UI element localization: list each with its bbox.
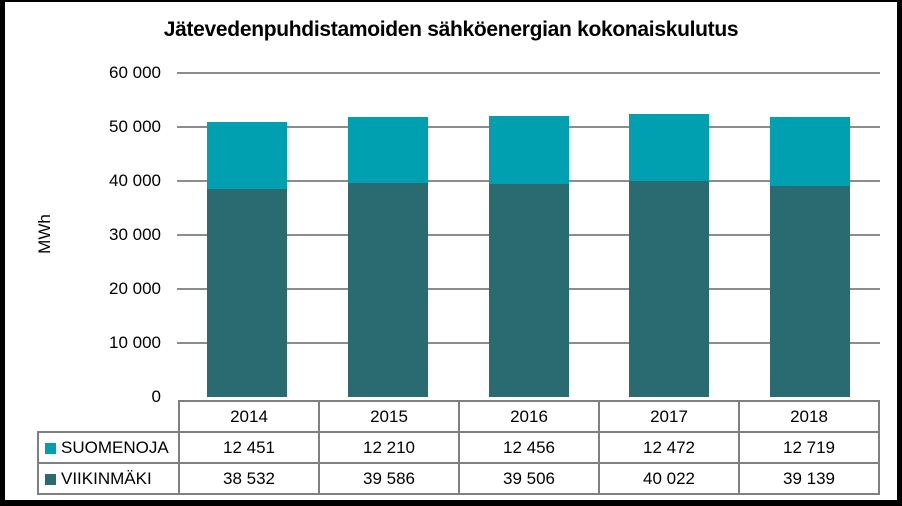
- bar-segment-2016-viikinmäki: [488, 183, 569, 397]
- bar-segment-2018-viikinmäki: [769, 185, 850, 397]
- table-cell-viikinmäki-2015: 39 586: [318, 462, 460, 495]
- bar-2016: [488, 73, 569, 397]
- table-cell-suomenoja-2015: 12 210: [318, 431, 460, 464]
- table-cell-viikinmäki-2017: 40 022: [598, 462, 740, 495]
- table-row-suomenoja: SUOMENOJA 12 451 12 210 12 456 12 472 12 719: [37, 431, 880, 464]
- bar-segment-2014-viikinmäki: [207, 188, 288, 397]
- table-cell-suomenoja-2016: 12 456: [458, 431, 600, 464]
- data-table: 2014 2015 2016 2017 2018 SUOMENOJA 12 451 12 21…: [37, 400, 880, 495]
- table-header-2017: 2017: [598, 400, 740, 433]
- chart-title: Jätevedenpuhdistamoiden sähköenergian ko…: [163, 18, 739, 41]
- plot-area: [177, 72, 880, 397]
- table-corner-cell: [38, 401, 179, 432]
- legend-swatch-suomenoja: [45, 442, 56, 454]
- table-row-viikinmäki: VIIKINMÄKI 38 532 39 586 39 506 40 022 39 139: [37, 462, 880, 495]
- table-header-row: 2014 2015 2016 2017 2018: [38, 400, 880, 433]
- bar-2015: [347, 73, 428, 397]
- gridline-60000: [177, 72, 880, 74]
- legend-swatch-viikinmäki: [45, 473, 56, 485]
- bar-segment-2015-suomenoja: [347, 117, 428, 184]
- table-header-2016: 2016: [458, 400, 600, 433]
- bar-segment-2015-viikinmäki: [347, 183, 428, 397]
- row-label-suomenoja: SUOMENOJA: [37, 431, 180, 464]
- row-label-viikinmäki: VIIKINMÄKI: [37, 462, 180, 495]
- y-axis-tick-label-0: 0: [151, 387, 161, 406]
- y-axis-tick-label-20000: 20 000: [109, 279, 161, 298]
- table-cell-viikinmäki-2018: 39 139: [738, 462, 880, 495]
- table-cell-suomenoja-2014: 12 451: [178, 431, 320, 464]
- bar-segment-2014-suomenoja: [207, 121, 288, 189]
- table-cell-suomenoja-2018: 12 719: [738, 431, 880, 464]
- table-header-2014: 2014: [178, 400, 320, 433]
- table-cell-suomenoja-2017: 12 472: [598, 431, 740, 464]
- bar-segment-2017-viikinmäki: [629, 180, 710, 397]
- y-axis-tick-label-60000: 60 000: [109, 63, 161, 82]
- table-cell-viikinmäki-2016: 39 506: [458, 462, 600, 495]
- y-axis-tick-label-40000: 40 000: [109, 171, 161, 190]
- bar-2014: [207, 73, 288, 397]
- bar-segment-2017-suomenoja: [629, 113, 710, 181]
- y-axis-tick-labels: 0 10 000 20 000 30 000 40 000 50 000 60 000: [53, 63, 161, 406]
- y-axis-tick-label-50000: 50 000: [109, 117, 161, 136]
- bar-2018: [769, 73, 850, 397]
- y-axis-title: MWh: [35, 214, 54, 254]
- table-cell-viikinmäki-2014: 38 532: [178, 462, 320, 495]
- y-axis-tick-label-30000: 30 000: [109, 225, 161, 244]
- bar-2017: [629, 73, 710, 397]
- table-header-2018: 2018: [738, 400, 880, 433]
- table-header-2015: 2015: [318, 400, 460, 433]
- y-axis-tick-label-10000: 10 000: [109, 333, 161, 352]
- bar-segment-2016-suomenoja: [488, 116, 569, 184]
- bar-segment-2018-suomenoja: [769, 116, 850, 186]
